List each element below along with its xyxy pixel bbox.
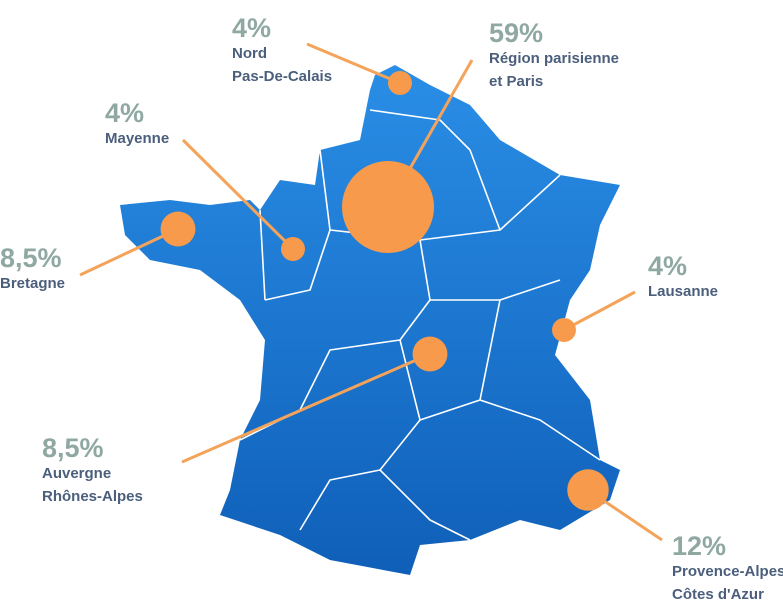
bubble	[160, 211, 196, 247]
france-shape	[120, 65, 620, 575]
leader-line	[563, 290, 636, 332]
percent-label: 4%	[105, 98, 144, 128]
percent-label: 59%	[489, 18, 543, 48]
bubble	[552, 318, 576, 342]
region-name: Région parisienne	[489, 50, 619, 67]
percent-label: 12%	[672, 531, 726, 561]
region-name: Nord	[232, 45, 267, 62]
region-name: Auvergne	[42, 465, 111, 482]
region-name: et Paris	[489, 73, 543, 90]
percent-label: 4%	[232, 13, 271, 43]
region-name: Mayenne	[105, 130, 169, 147]
leader-line	[306, 42, 401, 85]
region-name: Lausanne	[648, 283, 718, 300]
bubble	[281, 237, 305, 261]
percent-label: 8,5%	[42, 433, 104, 463]
percent-label: 8,5%	[0, 243, 62, 273]
region-name: Côtes d'Azur	[672, 586, 764, 600]
bubble	[342, 161, 434, 253]
bubble	[388, 71, 412, 95]
leader-line	[79, 227, 179, 277]
bubble	[412, 336, 448, 372]
region-name: Rhônes-Alpes	[42, 488, 143, 505]
percent-label: 4%	[648, 251, 687, 281]
bubble	[567, 469, 609, 511]
region-name: Pas-De-Calais	[232, 68, 332, 85]
region-name: Bretagne	[0, 275, 65, 292]
region-name: Provence-Alpes	[672, 563, 783, 580]
leader-line	[181, 138, 295, 251]
leader-line	[181, 352, 431, 464]
